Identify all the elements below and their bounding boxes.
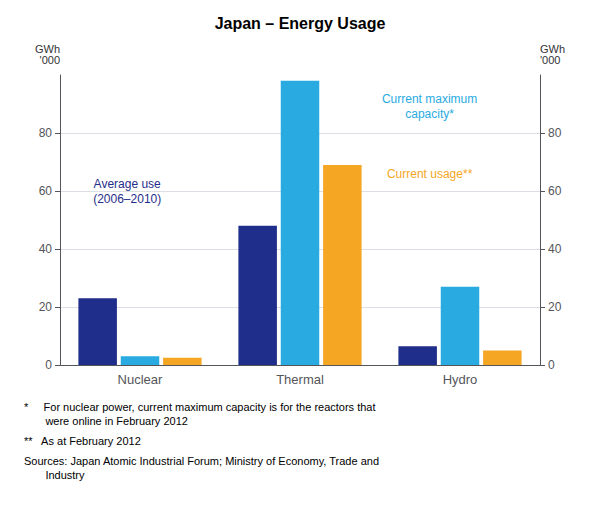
svg-text:Hydro: Hydro bbox=[443, 372, 478, 387]
svg-text:0: 0 bbox=[548, 358, 555, 372]
svg-text:60: 60 bbox=[548, 184, 562, 198]
svg-text:40: 40 bbox=[548, 242, 562, 256]
svg-text:Thermal: Thermal bbox=[276, 372, 324, 387]
svg-text:80: 80 bbox=[548, 126, 562, 140]
svg-text:Current usage**: Current usage** bbox=[387, 167, 473, 181]
svg-text:60: 60 bbox=[39, 184, 53, 198]
svg-text:Nuclear: Nuclear bbox=[118, 372, 163, 387]
svg-text:** As at February 2012: ** As at February 2012 bbox=[24, 435, 141, 447]
svg-text:80: 80 bbox=[39, 126, 53, 140]
svg-text:Industry: Industry bbox=[24, 469, 85, 481]
svg-text:'000: '000 bbox=[40, 54, 60, 66]
svg-text:0: 0 bbox=[45, 358, 52, 372]
svg-text:Sources: Japan Atomic Industri: Sources: Japan Atomic Industrial Forum; … bbox=[24, 455, 379, 467]
svg-text:were online in February 2012: were online in February 2012 bbox=[24, 415, 188, 427]
svg-text:20: 20 bbox=[39, 300, 53, 314]
svg-text:* For nuclear power, curre: * For nuclear power, current maximum cap… bbox=[24, 401, 376, 413]
svg-text:GWh: GWh bbox=[540, 42, 566, 55]
svg-text:(2006–2010): (2006–2010) bbox=[93, 192, 161, 206]
svg-text:Current maximum: Current maximum bbox=[382, 92, 477, 106]
svg-text:Japan – Energy Usage: Japan – Energy Usage bbox=[215, 15, 386, 32]
svg-text:40: 40 bbox=[39, 242, 53, 256]
svg-text:GWh: GWh bbox=[34, 42, 60, 55]
svg-text:'000: '000 bbox=[540, 54, 560, 66]
svg-text:capacity*: capacity* bbox=[405, 107, 454, 121]
svg-text:Average use: Average use bbox=[94, 177, 161, 191]
svg-text:20: 20 bbox=[548, 300, 562, 314]
